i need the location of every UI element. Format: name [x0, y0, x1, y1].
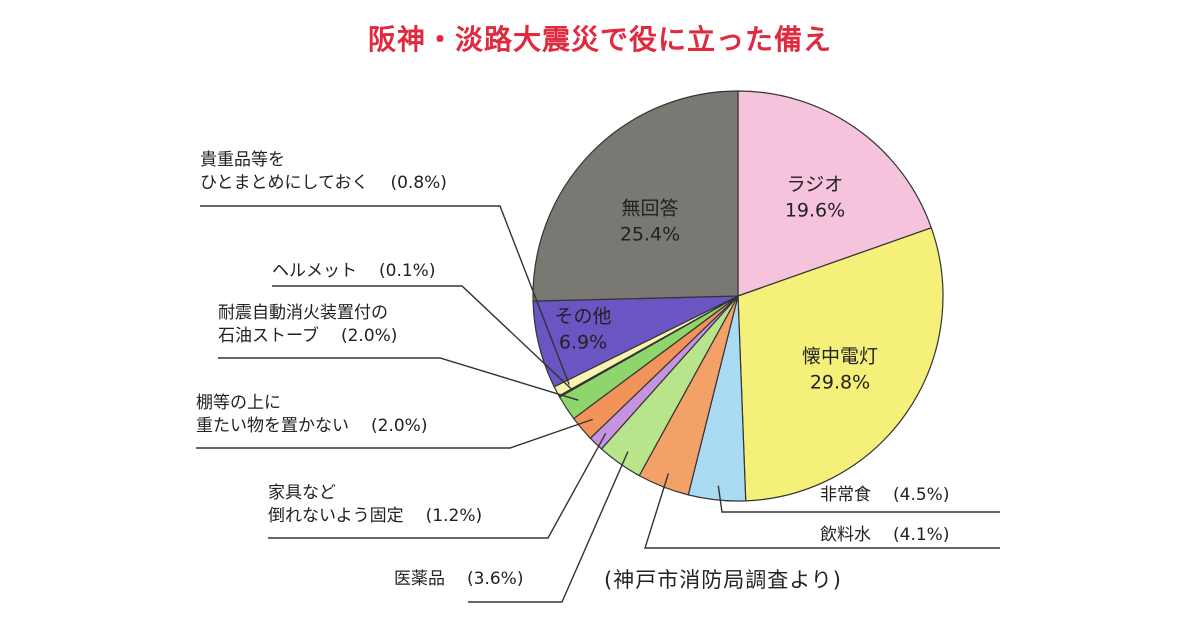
leader-line-water	[644, 473, 1000, 549]
leader-line-shelf	[196, 418, 593, 449]
label-shelf-line1: 棚等の上に	[196, 393, 281, 413]
label-flashlight-name: 懐中電灯	[801, 345, 879, 368]
label-radio-pct: 19.6%	[784, 199, 846, 221]
label-other: その他 6.9%	[554, 304, 611, 355]
label-water-pct: (4.1%)	[893, 525, 950, 545]
label-water-name: 飲料水	[820, 525, 871, 545]
label-flashlight-pct: 29.8%	[809, 371, 871, 393]
label-valuables-line1: 貴重品等を	[200, 150, 285, 170]
label-helmet-name: ヘルメット	[272, 261, 357, 281]
label-medicine-name: 医薬品	[394, 569, 445, 589]
label-stove: 耐震自動消火装置付の 石油ストーブ (2.0%)	[218, 302, 397, 348]
label-stove-line2: 石油ストーブ	[218, 325, 319, 346]
label-radio-name: ラジオ	[786, 173, 844, 196]
chart-title: 阪神・淡路大震災で役に立った備え	[367, 23, 832, 56]
label-stove-line1: 耐震自動消火装置付の	[218, 303, 388, 323]
label-shelf-line2: 重たい物を置かない	[196, 415, 349, 436]
label-stove-pct: (2.0%)	[340, 325, 398, 346]
label-other-name: その他	[554, 305, 612, 328]
label-food-pct: (4.5%)	[893, 485, 950, 505]
pie-slice-flashlight	[737, 227, 944, 502]
leader-line-food	[717, 485, 1000, 513]
label-flashlight: 懐中電灯 29.8%	[802, 344, 878, 395]
label-valuables-pct: (0.8%)	[390, 172, 447, 193]
label-shelf: 棚等の上に 重たい物を置かない (2.0%)	[196, 392, 427, 438]
label-furniture-pct: (1.2%)	[425, 505, 483, 526]
label-food: 非常食 (4.5%)	[820, 484, 949, 507]
label-food-name: 非常食	[820, 485, 871, 505]
leader-line-stove	[218, 357, 579, 401]
label-valuables: 貴重品等を ひとまとめにしておく (0.8%)	[200, 149, 447, 195]
label-helmet: ヘルメット (0.1%)	[272, 260, 435, 283]
label-valuables-line2: ひとまとめにしておく	[200, 172, 369, 193]
label-water: 飲料水 (4.1%)	[820, 524, 949, 547]
label-helmet-pct: (0.1%)	[379, 261, 436, 281]
leader-line-valuables	[200, 205, 570, 385]
label-none: 無回答 25.4%	[620, 196, 680, 247]
label-radio: ラジオ 19.6%	[785, 172, 845, 223]
label-furniture-line2: 倒れないよう固定	[268, 505, 404, 526]
leader-line-helmet	[272, 285, 573, 390]
pie-slice-none	[532, 90, 739, 302]
label-other-pct: 6.9%	[558, 331, 608, 353]
label-medicine: 医薬品 (3.6%)	[394, 568, 523, 591]
label-medicine-pct: (3.6%)	[467, 569, 524, 589]
label-none-pct: 25.4%	[619, 223, 681, 245]
label-shelf-pct: (2.0%)	[371, 415, 428, 436]
label-furniture-line1: 家具など	[268, 483, 336, 503]
source-note: (神戸市消防局調査より)	[604, 568, 842, 592]
label-furniture: 家具など 倒れないよう固定 (1.2%)	[268, 482, 482, 528]
leader-line-medicine	[468, 451, 629, 603]
leader-line-furniture	[268, 432, 607, 539]
label-none-name: 無回答	[621, 197, 679, 220]
